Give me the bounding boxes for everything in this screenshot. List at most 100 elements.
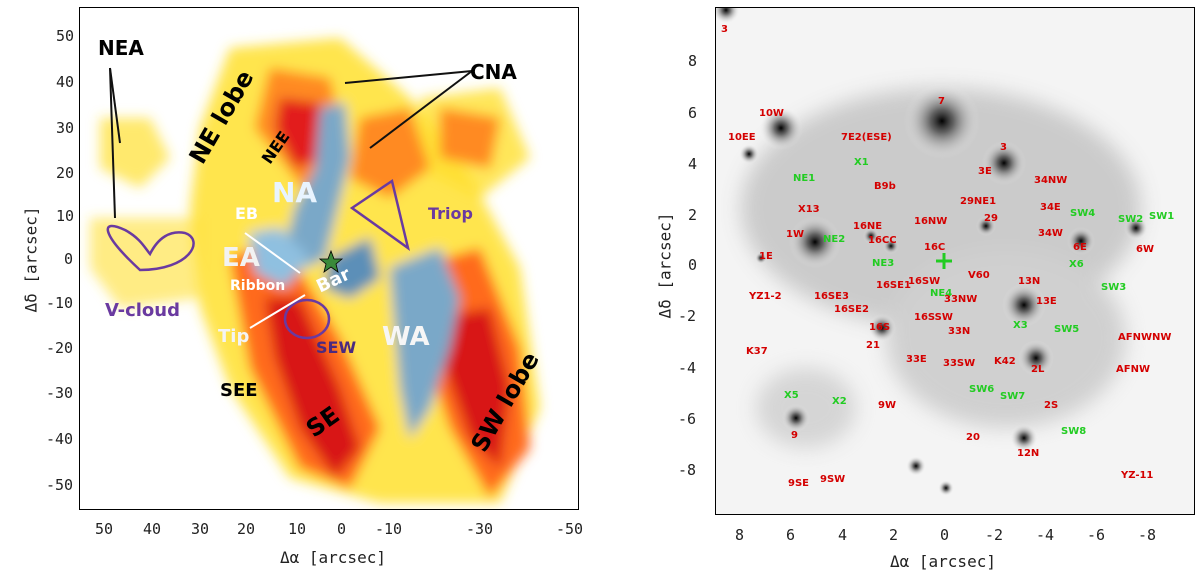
source-label: X1	[854, 157, 869, 168]
source-label: YZ-11	[1121, 470, 1154, 481]
source-label: 16SE3	[814, 291, 849, 302]
right-ytick: 2	[688, 206, 698, 224]
source-label: X2	[832, 396, 847, 407]
source-label: SW3	[1101, 282, 1127, 293]
label-ribbon: Ribbon	[230, 278, 286, 294]
right-xtick: -4	[1036, 526, 1055, 544]
left-ytick: 50	[56, 27, 75, 45]
right-star-field	[716, 8, 1148, 496]
left-map-panel: NEA NE lobe NEE CNA NA EB EA Ribbon Bar …	[79, 7, 579, 510]
source-label: 10W	[759, 108, 784, 119]
left-y-axis-label: Δδ [arcsec]	[21, 206, 41, 313]
source-label: NE2	[823, 234, 846, 245]
source-label: 13E	[1036, 296, 1057, 307]
source-label: 16NE	[853, 221, 883, 232]
source-label: 2L	[1031, 364, 1045, 375]
right-ytick: -6	[678, 410, 697, 428]
left-ytick: -40	[46, 430, 74, 448]
label-see: SEE	[220, 380, 258, 401]
left-xtick: 0	[337, 520, 347, 538]
source-label: 9SE	[788, 478, 809, 489]
source-label: 2S	[1044, 400, 1059, 411]
source-label: 3	[1000, 142, 1007, 153]
source-label: 33NW	[944, 294, 978, 305]
source-label: 33E	[906, 354, 927, 365]
right-ytick: -2	[678, 307, 697, 325]
source-label: 16NW	[914, 216, 948, 227]
source-label: SW1	[1149, 211, 1175, 222]
source-label: NE3	[872, 258, 895, 269]
left-ytick: -50	[46, 476, 74, 494]
source-label: 9	[791, 430, 798, 441]
v-cloud-heart-outline	[106, 224, 195, 272]
source-label: X6	[1069, 259, 1084, 270]
left-ytick: 40	[56, 73, 75, 91]
source-label: K42	[994, 356, 1016, 367]
triop-triangle-outline	[349, 178, 410, 251]
source-label: YZ1-2	[749, 291, 782, 302]
source-label: 10EE	[728, 132, 756, 143]
source-label: SW4	[1070, 208, 1096, 219]
left-ytick: -30	[46, 384, 74, 402]
source-label: 33SW	[943, 358, 976, 369]
source-label: SW7	[1000, 391, 1026, 402]
right-xtick: -8	[1138, 526, 1157, 544]
source-label: B9b	[874, 181, 896, 192]
label-triop: Triop	[428, 204, 473, 223]
source-label: 29	[984, 213, 998, 224]
source-label: 34W	[1038, 228, 1063, 239]
source-label: 16S	[869, 322, 891, 333]
source-label: 34E	[1040, 202, 1061, 213]
source-label: NE4	[930, 288, 953, 299]
source-label: K37	[746, 346, 768, 357]
source-label: 6W	[1136, 244, 1154, 255]
source-label: 13N	[1018, 276, 1041, 287]
right-ytick: 6	[688, 104, 698, 122]
source-label: 7	[938, 96, 945, 107]
label-wa: WA	[382, 322, 430, 352]
source-label: SW8	[1061, 426, 1087, 437]
source-label: 16SSW	[914, 312, 953, 323]
left-xtick: 10	[288, 520, 307, 538]
source-label: 16SE1	[876, 280, 911, 291]
source-label: 33N	[948, 326, 971, 337]
label-nea: NEA	[98, 36, 144, 60]
label-sew: SEW	[316, 338, 357, 357]
center-star-marker	[318, 249, 344, 273]
label-v-cloud: V-cloud	[105, 300, 180, 321]
left-xtick: 50	[95, 520, 114, 538]
source-label: AFNW	[1116, 364, 1150, 375]
source-label: 9W	[878, 400, 896, 411]
source-label: SW6	[969, 384, 995, 395]
left-ytick: 30	[56, 119, 75, 137]
right-xtick: 8	[735, 526, 745, 544]
source-label: X3	[1013, 320, 1028, 331]
right-ytick: -4	[678, 359, 697, 377]
source-label: 3E	[978, 166, 992, 177]
left-ytick: 0	[64, 250, 74, 268]
source-label: 16SE2	[834, 304, 869, 315]
left-xtick: -50	[556, 520, 584, 538]
label-tip: Tip	[218, 326, 250, 347]
source-label: 3	[721, 24, 728, 35]
right-xtick: 6	[786, 526, 796, 544]
source-label: 21	[866, 340, 880, 351]
source-label: 16SW	[908, 276, 941, 287]
source-label: 16C	[924, 242, 946, 253]
source-label: 1W	[786, 229, 804, 240]
source-label: AFNWNW	[1118, 332, 1172, 343]
source-label: 34NW	[1034, 175, 1068, 186]
left-xtick: 20	[237, 520, 256, 538]
left-ytick: 20	[56, 164, 75, 182]
source-label: 1E	[759, 251, 773, 262]
left-xtick: 30	[191, 520, 210, 538]
source-label: X5	[784, 390, 799, 401]
left-xtick: -10	[375, 520, 403, 538]
source-label: 29NE1	[960, 196, 997, 207]
sew-circle-outline	[283, 298, 331, 340]
source-label: X13	[798, 204, 820, 215]
label-eb: EB	[235, 204, 259, 223]
label-cna: CNA	[470, 60, 517, 84]
right-x-axis-label: Δα [arcsec]	[890, 552, 996, 571]
source-label: 12N	[1017, 448, 1040, 459]
